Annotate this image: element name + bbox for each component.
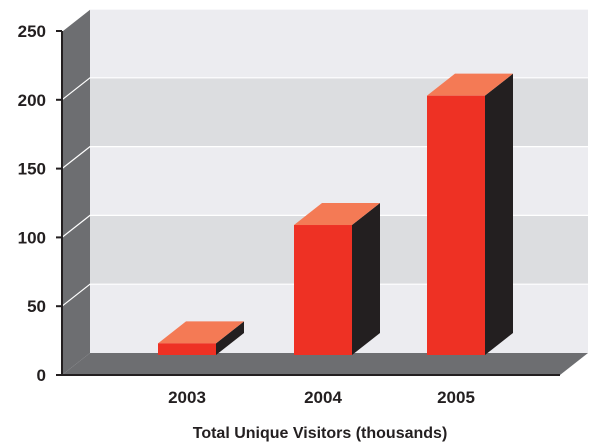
gridline (61, 214, 588, 238)
back-wall-band (90, 77, 588, 147)
y-tick-label: 50 (27, 297, 46, 316)
gridline (61, 146, 588, 170)
y-tick-labels: 0 50 100 150 200 250 (18, 22, 46, 385)
y-tick-label: 150 (18, 160, 46, 179)
bar-front (294, 225, 352, 355)
side-wall (62, 9, 90, 375)
bar-top (294, 203, 380, 226)
y-tick-label: 250 (18, 22, 46, 41)
bar-2004 (294, 203, 380, 355)
y-tick-label: 0 (37, 366, 46, 385)
gridline (61, 8, 588, 32)
x-tick-label: 2003 (168, 388, 206, 407)
x-tick-labels: 2003 2004 2005 (168, 388, 475, 407)
bars (158, 73, 513, 355)
bar-side (216, 321, 244, 355)
bar-2003 (158, 321, 244, 355)
bar-top (427, 73, 513, 96)
bar-front (427, 95, 485, 355)
bar-front (158, 343, 216, 355)
gridlines (61, 8, 588, 307)
axes (56, 30, 560, 376)
x-tick-label: 2005 (437, 388, 475, 407)
x-axis-title: Total Unique Visitors (thousands) (193, 425, 448, 442)
bar-2005 (427, 73, 513, 355)
bar-side (485, 73, 513, 355)
y-tick-label: 100 (18, 228, 46, 247)
bar-top (158, 321, 244, 344)
y-tick-label: 200 (18, 91, 46, 110)
floor (62, 353, 588, 375)
gridline (61, 77, 588, 101)
x-tick-label: 2004 (304, 388, 342, 407)
gridline (61, 283, 588, 307)
bar-side (352, 203, 380, 355)
